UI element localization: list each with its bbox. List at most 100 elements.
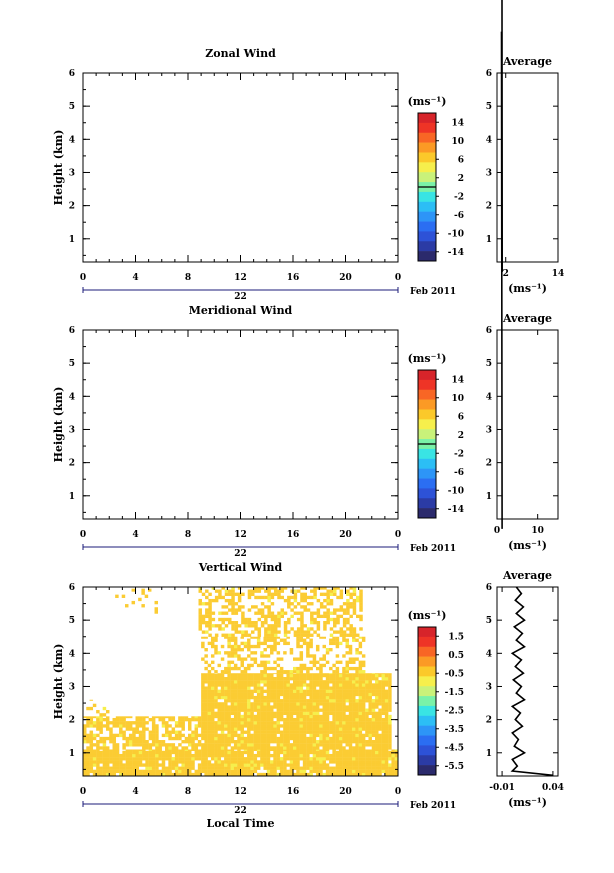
heatmap-cell [224,705,228,709]
heatmap-cell [178,753,182,758]
heatmap-cell [348,772,353,777]
heatmap-cell [332,711,336,716]
heatmap-cell [381,677,386,681]
heatmap-cell [280,587,285,590]
heatmap-cell [312,695,317,700]
heatmap-cell [178,730,182,734]
heatmap-cell [312,714,317,719]
heatmap-cell [299,702,304,706]
heatmap-cell [263,727,267,731]
heatmap-cell [381,757,386,761]
y-tick-label: 2 [69,716,75,726]
heatmap-cell [293,760,297,764]
heatmap-cell [237,654,241,658]
heatmap-cell [233,733,238,738]
heatmap-cell [220,730,225,734]
heatmap-cell [381,727,386,731]
heatmap-cell [299,721,304,725]
heatmap-cell [296,695,300,700]
heatmap-cell [240,673,244,678]
heatmap-cell [243,641,248,646]
heatmap-cell [329,695,333,700]
heatmap-cell [237,721,241,725]
heatmap-cell [214,680,218,684]
colorbar-label: (ms⁻¹) [408,352,447,365]
heatmap-cell [388,740,392,744]
heatmap-cell [191,763,195,767]
heatmap-cell [276,673,281,675]
heatmap-cell [359,592,363,596]
heatmap-cell [338,699,343,703]
heatmap-cell [83,766,87,770]
colorbar-swatch [418,379,436,391]
heatmap-cell [378,763,382,767]
heatmap-cell [361,717,366,722]
heatmap-cell [227,733,231,738]
heatmap-cell [325,651,330,655]
heatmap-cell [253,740,258,744]
heatmap-cell [296,736,300,741]
heatmap-cell [371,760,376,764]
heatmap-cell [204,705,208,709]
heatmap-cell [253,760,258,764]
heatmap-cell [243,708,248,712]
heatmap-cell [287,602,291,606]
heatmap-cell [204,666,208,671]
heatmap-cell [233,772,238,777]
heatmap-cell [207,663,212,668]
heatmap-cell [224,611,229,615]
heatmap-cell [217,743,222,747]
heatmap-cell [266,753,271,758]
heatmap-cell [273,766,277,770]
heatmap-cell [210,730,215,734]
heatmap-cell [303,605,307,609]
heatmap-cell [168,766,172,770]
heatmap-cell [303,608,307,612]
heatmap-cell [227,654,231,658]
heatmap-cell [315,746,320,750]
heatmap-cell [250,673,254,678]
heatmap-cell [244,620,248,625]
heatmap-cell [375,750,379,755]
heatmap-cell [338,702,343,706]
heatmap-cell [224,686,228,690]
average-frame [496,329,559,520]
heatmap-cell [224,750,228,755]
heatmap-cell [263,746,267,750]
heatmap-cell [210,753,215,758]
heatmap-cell [375,673,379,678]
heatmap-cell [217,727,222,731]
heatmap-cell [312,727,317,731]
heatmap-cell [365,730,369,734]
heatmap-cell [287,605,291,609]
heatmap-cell [303,592,307,596]
heatmap-cell [128,772,133,777]
heatmap-cell [207,714,212,719]
heatmap-cell [296,763,300,767]
heatmap-cell [296,711,300,716]
heatmap-cell [325,683,330,687]
heatmap-cell [345,730,349,734]
heatmap-cell [266,750,271,755]
heatmap-cell [338,686,343,690]
heatmap-cell [273,711,277,716]
heatmap-cell [228,592,232,596]
heatmap-cell [243,644,248,649]
heatmap-cell [233,648,238,652]
heatmap-cell [306,760,310,764]
heatmap-cell [302,763,307,767]
heatmap-cell [391,757,395,761]
heatmap-cell [205,624,209,628]
heatmap-cell [306,673,310,678]
heatmap-cell [105,769,110,774]
heatmap-cell [119,769,123,774]
heatmap-cell [378,673,382,675]
heatmap-cell [293,633,298,637]
heatmap-cell [338,641,343,646]
heatmap-cell [115,766,120,770]
heatmap-cell [256,683,261,687]
heatmap-cell [132,753,136,758]
heatmap-cell [207,677,212,681]
heatmap-cell [302,689,307,693]
heatmap-cell [378,695,382,700]
